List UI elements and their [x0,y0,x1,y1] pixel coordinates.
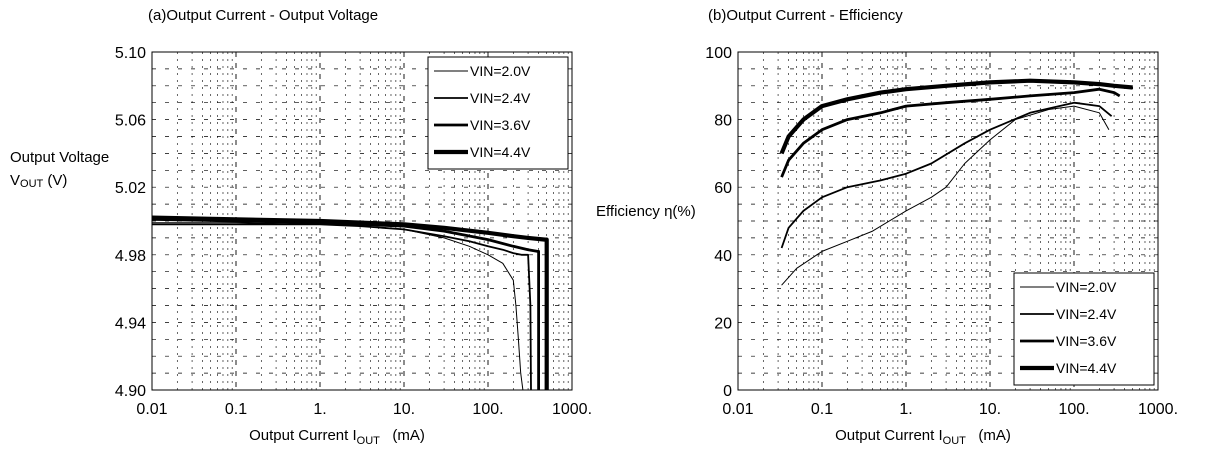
x-tick-label: 0.01 [722,401,753,418]
y-tick-label: 80 [714,113,732,130]
chart-a: (a)Output Current - Output Voltage 0.01 0.… [10,7,592,447]
y-tick-label: 4.98 [115,248,146,265]
chart-b: (b)Output Current - Efficiency 0.01 0.1 1. 1… [596,7,1178,447]
y-axis-label: Output Voltage [10,149,109,166]
y-tick-label: 4.94 [115,315,146,332]
x-tick-label: 100. [472,401,503,418]
x-tick-label: 0.1 [225,401,247,418]
x-tick-label: 100. [1058,401,1089,418]
legend-label: VIN=4.4V [1056,360,1117,376]
legend-label: VIN=3.6V [1056,333,1117,349]
y-axis-label: Efficiency η(%) [596,203,696,220]
x-axis-label: Output Current IOUT (mA) [835,427,1011,447]
x-axis-label: Output Current IOUT (mA) [249,427,425,447]
y-tick-label: 100 [705,45,732,62]
x-tick-label: 1000. [552,401,592,418]
chart-title: (b)Output Current - Efficiency [708,7,903,24]
legend-label: VIN=2.0V [1056,279,1117,295]
y-tick-label: 20 [714,315,732,332]
x-tick-label: 1. [899,401,912,418]
y-tick-label: 5.02 [115,180,146,197]
x-tick-label: 10. [979,401,1001,418]
legend-label: VIN=2.4V [470,90,531,106]
chart-title: (a)Output Current - Output Voltage [148,7,378,24]
plot-area [151,51,573,391]
x-tick-label: 10. [393,401,415,418]
y-tick-label: 4.90 [115,383,146,400]
y-tick-label: 5.10 [115,45,146,62]
legend-label: VIN=3.6V [470,117,531,133]
x-tick-label: 0.1 [811,401,833,418]
x-tick-label: 1000. [1138,401,1178,418]
y-tick-label: 40 [714,248,732,265]
series-line [780,87,1121,178]
series-line [780,101,1113,249]
y-tick-label: 5.06 [115,113,146,130]
plot-area [737,51,1159,391]
legend-label: VIN=4.4V [470,144,531,160]
legend-label: VIN=2.0V [470,63,531,79]
x-tick-label: 1. [313,401,326,418]
y-tick-label: 60 [714,180,732,197]
y-axis-label-2: VOUT (V) [10,172,67,190]
series-line [152,223,532,391]
legend-label: VIN=2.4V [1056,306,1117,322]
series-line [151,215,549,390]
series-line [779,78,1133,155]
series-line [781,105,1110,286]
series-line [152,222,524,391]
x-tick-label: 0.01 [136,401,167,418]
y-tick-label: 0 [723,383,732,400]
